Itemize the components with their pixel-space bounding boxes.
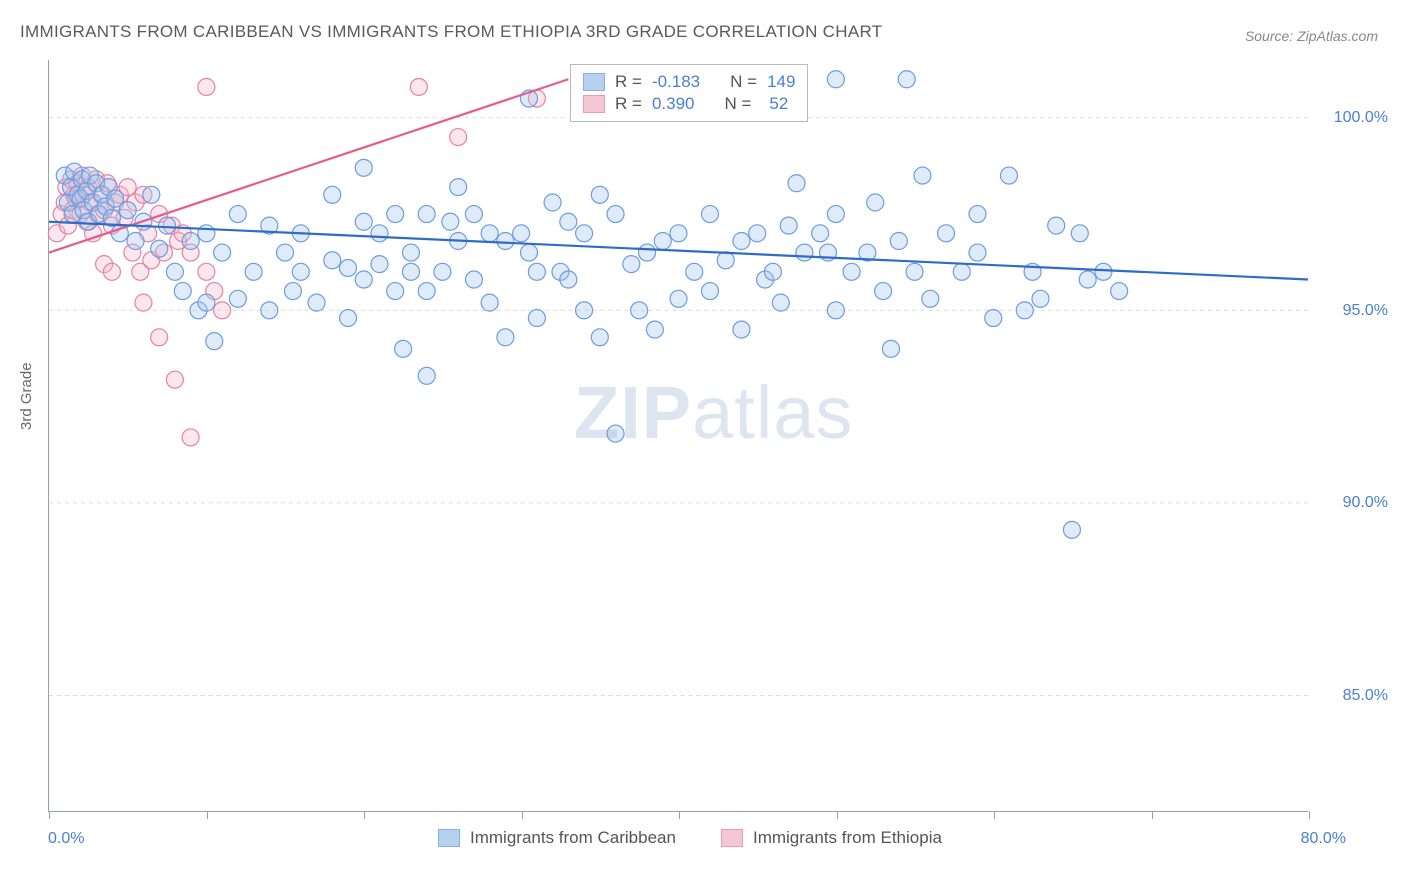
stats-row-ethiopia: R = 0.390 N = 52 bbox=[583, 94, 795, 114]
y-tick-label: 100.0% bbox=[1334, 109, 1388, 127]
chart-svg bbox=[49, 60, 1308, 811]
chart-container: IMMIGRANTS FROM CARIBBEAN VS IMMIGRANTS … bbox=[0, 0, 1406, 892]
stats-legend: R = -0.183 N = 149 R = 0.390 N = 52 bbox=[570, 64, 808, 122]
legend-entry-ethiopia: Immigrants from Ethiopia bbox=[721, 828, 942, 848]
r-label: R = bbox=[615, 94, 642, 114]
x-tick-label-min: 0.0% bbox=[48, 830, 84, 848]
y-tick-label: 95.0% bbox=[1343, 302, 1388, 320]
n-label: N = bbox=[730, 72, 757, 92]
chart-title: IMMIGRANTS FROM CARIBBEAN VS IMMIGRANTS … bbox=[20, 22, 882, 42]
swatch-caribbean-icon bbox=[583, 73, 605, 91]
r-value-ethiopia: 0.390 bbox=[652, 94, 695, 114]
series-legend: Immigrants from Caribbean Immigrants fro… bbox=[438, 828, 942, 848]
legend-entry-caribbean: Immigrants from Caribbean bbox=[438, 828, 676, 848]
legend-swatch-ethiopia-icon bbox=[721, 829, 743, 847]
swatch-ethiopia-icon bbox=[583, 95, 605, 113]
n-label: N = bbox=[724, 94, 751, 114]
stats-row-caribbean: R = -0.183 N = 149 bbox=[583, 72, 795, 92]
r-value-caribbean: -0.183 bbox=[652, 72, 700, 92]
y-tick-label: 85.0% bbox=[1343, 687, 1388, 705]
legend-swatch-caribbean-icon bbox=[438, 829, 460, 847]
source-attribution: Source: ZipAtlas.com bbox=[1245, 28, 1378, 44]
y-tick-label: 90.0% bbox=[1343, 494, 1388, 512]
legend-label-ethiopia: Immigrants from Ethiopia bbox=[753, 828, 942, 848]
legend-label-caribbean: Immigrants from Caribbean bbox=[470, 828, 676, 848]
r-label: R = bbox=[615, 72, 642, 92]
x-tick-label-max: 80.0% bbox=[1301, 830, 1346, 848]
n-value-caribbean: 149 bbox=[767, 72, 795, 92]
plot-area: ZIPatlas R = -0.183 N = 149 R = 0.390 N … bbox=[48, 60, 1308, 812]
n-value-ethiopia: 52 bbox=[769, 94, 788, 114]
y-axis-label: 3rd Grade bbox=[18, 362, 35, 430]
